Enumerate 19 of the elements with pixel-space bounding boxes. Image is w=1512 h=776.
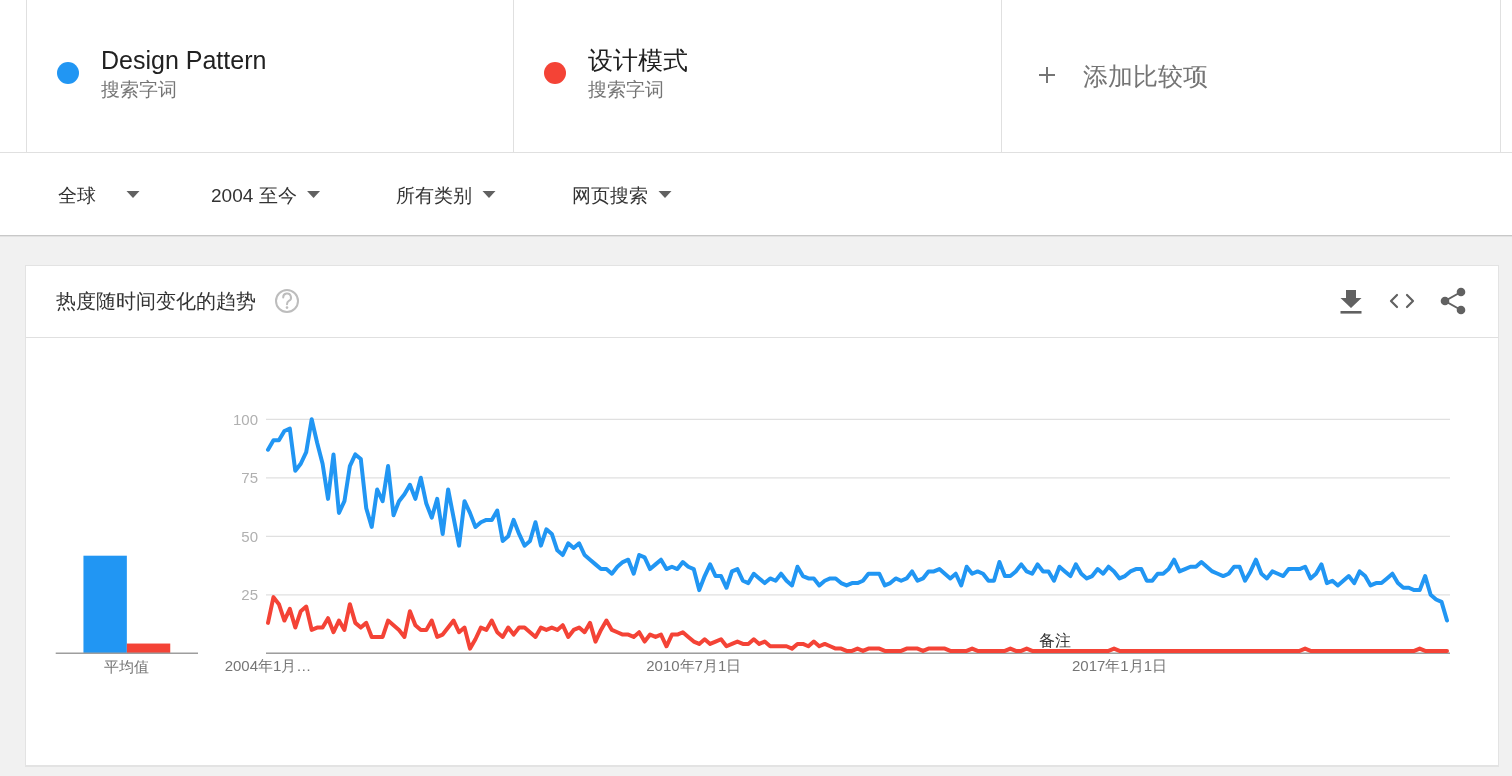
x-tick-label: 2017年1月1日 <box>1071 656 1168 674</box>
y-tick-label: 75 <box>241 469 258 487</box>
text: 网页搜索 <box>572 184 648 206</box>
x-tick-label: 2010年7月1日 <box>646 656 742 674</box>
annotation: 备注 <box>1039 631 1071 649</box>
legend-label: 设计模式 <box>588 46 688 74</box>
y-tick-label: 100 <box>232 410 258 428</box>
text: 2004 至今 <box>211 184 297 206</box>
text: 所有类别 <box>396 184 472 206</box>
y-tick-label: 25 <box>241 586 258 604</box>
legend-label: Design Pattern <box>101 46 267 74</box>
y-tick-label: 50 <box>241 527 258 545</box>
x-tick-label: 2004年1月… <box>224 656 312 674</box>
text: 搜索字词 <box>101 78 177 100</box>
text: 添加比较项 <box>1083 62 1208 90</box>
x-tick-label: 平均值 <box>104 657 150 675</box>
chart-title: 热度随时间变化的趋势 <box>56 290 256 312</box>
text: 全球 <box>58 184 96 206</box>
text: 搜索字词 <box>588 78 664 100</box>
